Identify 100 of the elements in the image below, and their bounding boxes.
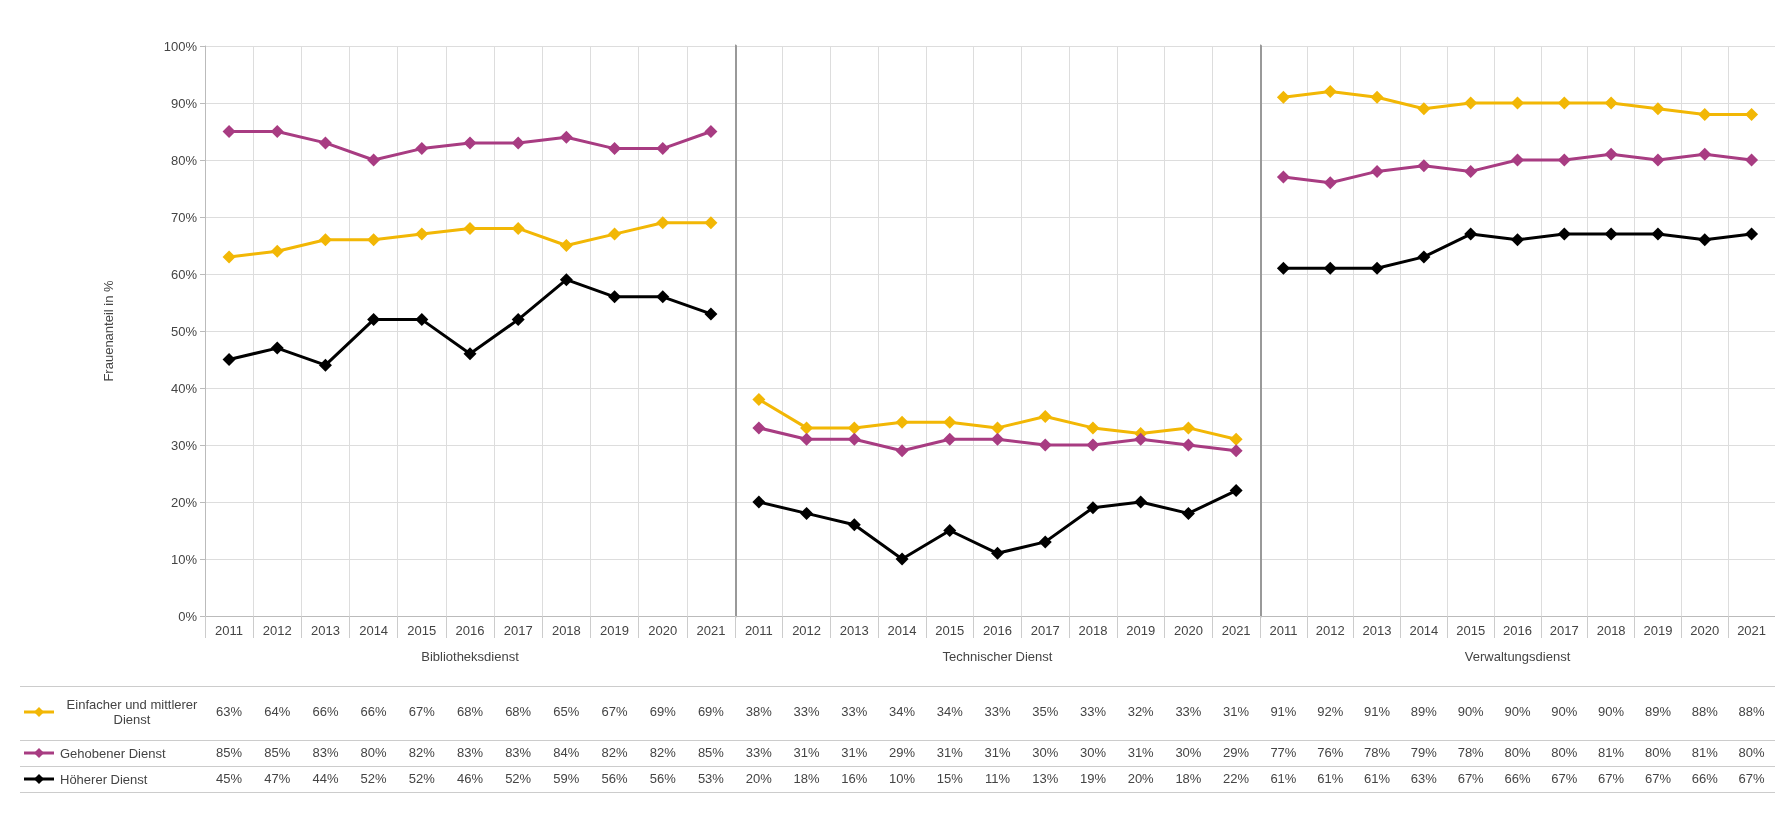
data-label: 15% xyxy=(935,771,964,787)
y-tick-label: 40% xyxy=(170,380,198,396)
data-label: 33% xyxy=(983,704,1012,720)
point xyxy=(1323,85,1337,99)
point xyxy=(1276,90,1290,104)
point xyxy=(1464,96,1478,110)
point xyxy=(367,233,381,247)
point xyxy=(943,524,957,537)
data-label: 64% xyxy=(263,704,292,720)
point xyxy=(1511,233,1524,247)
point xyxy=(1134,495,1148,509)
point xyxy=(1370,90,1384,104)
y-tick-label: 70% xyxy=(170,209,198,225)
point xyxy=(800,506,814,520)
data-label: 32% xyxy=(1126,704,1155,720)
x-axis-title: Technischer Dienst xyxy=(942,649,1053,664)
point xyxy=(415,227,429,241)
point xyxy=(1464,227,1478,241)
data-label: 67% xyxy=(1597,771,1626,787)
x-tick-label: 2013 xyxy=(310,623,340,638)
data-label: 18% xyxy=(1174,771,1203,787)
point xyxy=(991,421,1004,435)
data-label: 85% xyxy=(696,745,725,761)
data-label: 16% xyxy=(840,771,869,787)
data-label: 52% xyxy=(504,771,533,787)
data-label: 68% xyxy=(504,704,533,720)
data-label: 68% xyxy=(455,704,484,720)
x-tick-label: 2019 xyxy=(1126,623,1156,638)
point xyxy=(1511,153,1524,167)
point xyxy=(1086,421,1100,435)
data-label: 18% xyxy=(792,771,821,787)
data-label: 88% xyxy=(1737,704,1766,720)
data-label: 30% xyxy=(1031,745,1060,761)
point xyxy=(1276,261,1290,275)
data-label: 83% xyxy=(504,745,533,761)
data-label: 69% xyxy=(648,704,677,720)
data-label: 11% xyxy=(983,771,1011,787)
point xyxy=(847,421,861,435)
data-label: 67% xyxy=(407,704,436,720)
data-label: 67% xyxy=(1550,771,1579,787)
x-tick-label: 2017 xyxy=(503,623,533,638)
point xyxy=(847,432,861,446)
point xyxy=(895,552,909,566)
point xyxy=(1276,170,1290,184)
x-tick-label: 2012 xyxy=(262,623,292,638)
point xyxy=(1745,227,1759,241)
data-label: 66% xyxy=(359,704,388,720)
x-tick-label: 2013 xyxy=(1362,623,1392,638)
point xyxy=(463,347,477,361)
data-label: 34% xyxy=(935,704,964,720)
y-tick-label: 30% xyxy=(170,437,198,453)
data-label: 31% xyxy=(1126,745,1155,761)
point xyxy=(367,313,381,327)
point xyxy=(1323,176,1337,190)
point xyxy=(1181,438,1195,452)
y-tick-label: 100% xyxy=(163,38,198,54)
point xyxy=(1370,261,1384,275)
point xyxy=(1745,153,1759,167)
data-label: 30% xyxy=(1174,745,1203,761)
point xyxy=(1417,102,1431,116)
y-tick-label: 60% xyxy=(170,266,198,282)
data-label: 65% xyxy=(552,704,581,720)
data-label: 47% xyxy=(263,771,292,787)
data-label: 92% xyxy=(1316,704,1345,720)
data-label: 85% xyxy=(263,745,292,761)
data-label: 80% xyxy=(1550,745,1579,761)
x-tick-label: 2018 xyxy=(1078,623,1108,638)
point xyxy=(1651,153,1665,167)
point xyxy=(943,432,957,446)
point xyxy=(270,125,284,138)
point xyxy=(1417,159,1431,173)
data-label: 29% xyxy=(1222,745,1251,761)
data-label: 35% xyxy=(1031,704,1060,720)
data-label: 66% xyxy=(1690,771,1719,787)
data-label: 45% xyxy=(215,771,244,787)
point xyxy=(1038,438,1052,452)
data-label: 66% xyxy=(311,704,340,720)
point xyxy=(1181,506,1195,520)
data-label: 85% xyxy=(215,745,244,761)
data-label: 38% xyxy=(744,704,773,720)
point xyxy=(270,341,284,355)
point xyxy=(1417,250,1431,264)
data-label: 80% xyxy=(1737,745,1766,761)
point xyxy=(800,421,814,435)
data-label: 31% xyxy=(840,745,869,761)
point xyxy=(1511,96,1524,110)
x-tick-label: 2018 xyxy=(551,623,581,638)
point xyxy=(222,125,236,138)
point xyxy=(270,244,284,258)
point xyxy=(1038,535,1052,549)
legend-label: Gehobener Dienst xyxy=(60,745,166,761)
point xyxy=(895,444,909,458)
point xyxy=(367,153,381,167)
data-label: 79% xyxy=(1409,745,1438,761)
data-label: 53% xyxy=(696,771,725,787)
y-tick-label: 0% xyxy=(178,608,198,624)
data-label: 91% xyxy=(1363,704,1392,720)
point xyxy=(463,221,477,235)
x-tick-label: 2011 xyxy=(215,623,244,638)
data-label: 82% xyxy=(648,745,677,761)
